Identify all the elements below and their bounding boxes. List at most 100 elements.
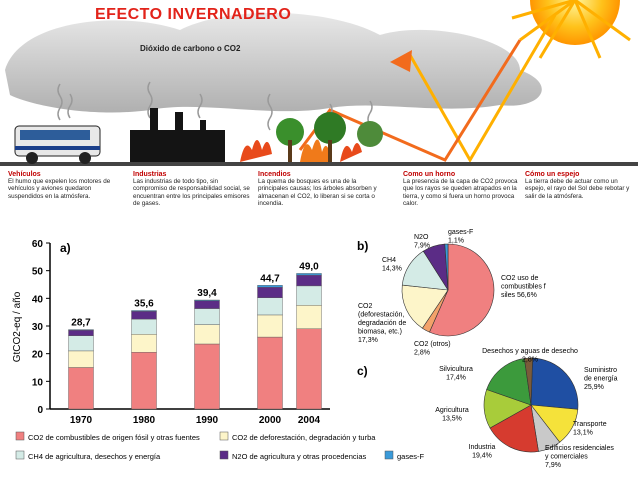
bar-segment	[296, 285, 322, 306]
pie-b-label-co2-fossil: siles 56,6%	[501, 292, 537, 299]
bar-segment	[68, 350, 94, 368]
bar-segment	[131, 318, 157, 335]
pie-c-label-energia: 25,9%	[584, 384, 604, 391]
bar-segment	[257, 285, 283, 288]
legend-swatch	[219, 431, 229, 441]
pie-c-label-agricultura: Agricultura	[435, 407, 469, 414]
y-tick-label: 50	[32, 267, 44, 278]
pie-c-label-industria: Industria	[469, 444, 496, 451]
x-tick-label: 1980	[133, 415, 156, 426]
bar-total-label: 49,0	[299, 261, 319, 272]
pie-b-label-co2-deforest: 17,3%	[358, 337, 378, 344]
greenhouse-infographic: EFECTO INVERNADERO Dióxido de carbono o …	[0, 0, 638, 222]
pie-b-label-co2-fossil: combustibles f	[501, 284, 546, 291]
legend-swatch	[219, 450, 229, 460]
y-tick-label: 30	[32, 322, 44, 333]
caption-title: Cómo un espejo	[525, 171, 580, 178]
pie-b-label-co2-deforest: biomasa, etc.)	[358, 329, 402, 336]
y-tick-label: 40	[32, 294, 44, 305]
legend-swatch	[15, 431, 25, 441]
bar-segment	[131, 311, 157, 320]
ray-arrow	[390, 50, 412, 72]
y-tick-label: 20	[32, 350, 44, 361]
bar-segment	[194, 343, 220, 410]
bar-segment	[257, 287, 283, 298]
pie-slice	[489, 404, 539, 453]
pie-c-label-silvicultura: 17,4%	[446, 375, 466, 382]
co2-cloud	[5, 12, 542, 113]
bar-segment	[68, 329, 94, 331]
y-axis-label: GtCO2-eq / año	[12, 291, 23, 362]
pie-c-label-transporte: Transporte	[573, 421, 607, 428]
pie-c-label-energia: de energía	[584, 376, 618, 383]
legend-label: N2O de agricultura y otras procedencias	[232, 452, 366, 461]
pie-b-label-fgas: gases-F	[448, 229, 473, 236]
pie-c-label-desechos: Desechos y aguas de desecho	[482, 348, 578, 355]
pie-b-label-co2-deforest: degradación de	[358, 320, 406, 327]
pie-b-label-co2-fossil: CO2 uso de	[501, 275, 538, 282]
cloud-label: Dióxido de carbono o CO2	[140, 44, 241, 53]
pie-b-label-co2-deforest: (deforestación,	[358, 312, 404, 319]
caption-text: Las industrias de todo tipo, sin comprom…	[133, 178, 250, 207]
y-tick-label: 60	[32, 239, 44, 250]
caption-title: Como un horno	[403, 171, 456, 178]
bar-segment	[131, 310, 157, 312]
bar-segment	[131, 334, 157, 353]
pie-b-label-n2o: N2O	[414, 234, 429, 241]
y-tick-label: 10	[32, 377, 44, 388]
panel-label-a: a)	[60, 241, 71, 255]
y-tick-label: 0	[37, 405, 43, 416]
pie-slice	[530, 357, 579, 410]
ground-line	[0, 162, 638, 166]
caption-industrias: Industrias Las industrias de todo tipo, …	[133, 171, 253, 207]
legend-swatch	[15, 450, 25, 460]
forest-fire-icon	[240, 112, 383, 162]
pie-slice	[401, 284, 449, 329]
bar-segment	[194, 300, 220, 309]
bar-total-label: 28,7	[71, 318, 91, 329]
pie-c-label-edificios: Edificios residenciales	[545, 445, 614, 452]
bar-segment	[257, 314, 283, 338]
caption-horno: Como un horno La presencia de la capa de…	[403, 171, 523, 207]
charts-svg: a) 0 10 20 30 40 50 60 GtCO2-eq / año 28,7 1970 35,…	[0, 222, 638, 479]
bar-segment	[257, 297, 283, 316]
bus-icon	[14, 125, 101, 164]
pie-c-label-industria: 19,4%	[472, 453, 492, 460]
caption-title: Industrias	[133, 171, 167, 178]
legend-label: CO2 de deforestación, degradación y turb…	[232, 433, 376, 442]
bar-total-label: 39,4	[197, 288, 217, 299]
bar-segment	[194, 299, 220, 302]
pie-c-label-edificios: 7,9%	[545, 462, 561, 469]
panel-label-b: b)	[357, 239, 368, 253]
pie-c-label-silvicultura: Silvicultura	[439, 366, 473, 373]
caption-text: La quema de bosques es una de la princip…	[258, 178, 377, 207]
bar-segment	[296, 305, 322, 329]
caption-title: Incendios	[258, 171, 291, 178]
caption-text: El humo que expelen los motores de vehíc…	[8, 178, 111, 200]
bar-segment	[194, 308, 220, 325]
infographic-illustration	[0, 0, 638, 166]
caption-espejo: Cómo un espejo La tierra debe de actuar …	[525, 171, 633, 200]
legend-label: CO2 de combustibles de origen fósil y ot…	[28, 433, 200, 442]
legend-label: gases-F	[397, 452, 425, 461]
sun-icon	[511, 0, 631, 59]
pie-b-label-ch4: CH4	[382, 257, 396, 264]
pie-c-label-transporte: 13,1%	[573, 430, 593, 437]
legend-label: CH4 de agricultura, desechos y energía	[28, 452, 161, 461]
bar-total-label: 35,6	[134, 299, 154, 310]
caption-text: La tierra debe de actuar como un espejo,…	[525, 178, 630, 200]
legend-swatch	[384, 450, 394, 460]
pie-slice	[444, 243, 449, 291]
bar-segment	[131, 352, 157, 410]
x-tick-label: 2000	[259, 415, 282, 426]
bar-segment	[68, 367, 94, 410]
infographic-title: EFECTO INVERNADERO	[95, 6, 292, 23]
bar-segment	[296, 328, 322, 410]
pie-c-label-edificios: y comerciales	[545, 454, 588, 461]
factory-icon	[130, 108, 225, 162]
caption-title: Vehículos	[8, 171, 41, 178]
bar-total-label: 44,7	[260, 273, 280, 284]
bar-segment	[257, 336, 283, 410]
sun-ray	[408, 14, 557, 163]
panel-label-c: c)	[357, 364, 368, 378]
